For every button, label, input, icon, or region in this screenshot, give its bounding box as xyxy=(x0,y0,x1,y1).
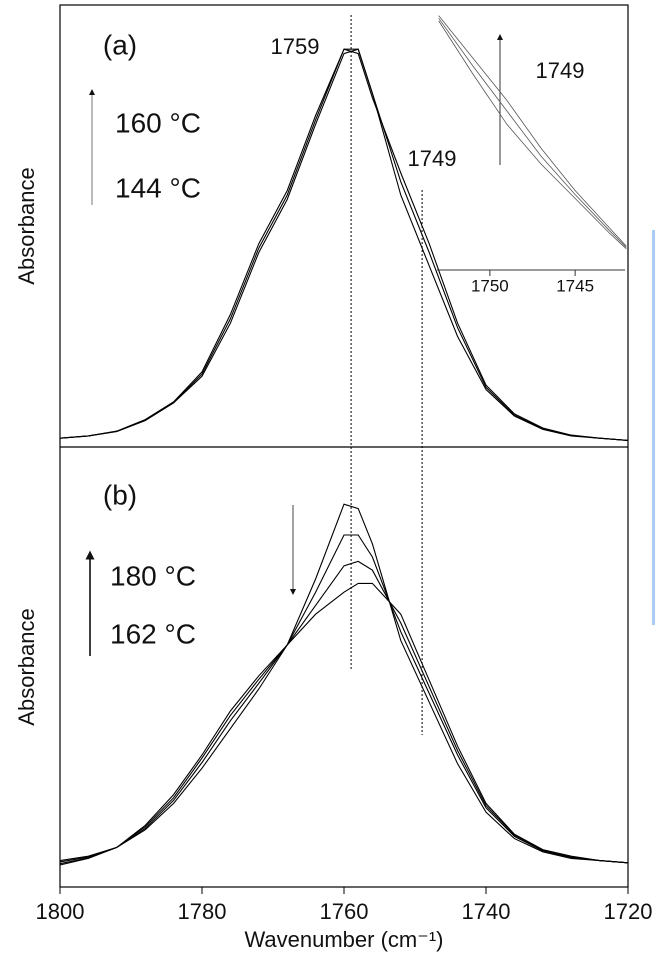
annotation: 180 °C xyxy=(110,560,196,591)
annotation: 162 °C xyxy=(110,618,196,649)
y-axis-label: Absorbance xyxy=(14,167,39,284)
annotation: (b) xyxy=(103,479,137,510)
spectrum-line xyxy=(59,534,629,864)
x-tick-label: 1750 xyxy=(471,276,509,295)
x-tick-label: 1780 xyxy=(178,899,227,924)
annotation: 144 °C xyxy=(115,172,201,203)
spectrum-line xyxy=(59,582,629,866)
x-tick-label: 1740 xyxy=(462,899,511,924)
annotation: 1749 xyxy=(408,146,457,171)
y-axis-label: Absorbance xyxy=(14,608,39,725)
x-tick-label: 1760 xyxy=(320,899,369,924)
spectrum-line xyxy=(438,15,627,247)
annotation: 1749 xyxy=(536,58,585,83)
annotation: 160 °C xyxy=(115,107,201,138)
spectrum-line xyxy=(59,560,629,865)
x-tick-label: 1720 xyxy=(604,899,653,924)
x-tick-label: 1800 xyxy=(36,899,85,924)
spectrum-line xyxy=(438,20,627,250)
spectrum-line xyxy=(59,503,629,864)
annotation: 1759 xyxy=(271,34,320,59)
spectrum-line xyxy=(59,48,629,441)
annotation: (a) xyxy=(103,29,137,60)
ui-scrollbar xyxy=(652,230,655,625)
spectrum-line xyxy=(438,18,627,248)
x-tick-label: 1745 xyxy=(556,276,594,295)
x-axis-label: Wavenumber (cm⁻¹) xyxy=(244,927,443,952)
